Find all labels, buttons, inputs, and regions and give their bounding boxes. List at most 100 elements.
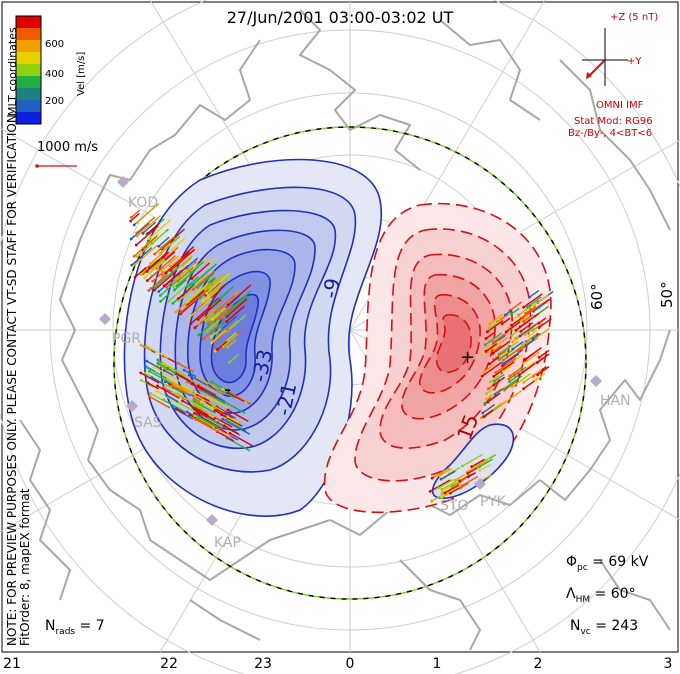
velocity-vector-origin	[221, 387, 225, 391]
velocity-vector-origin	[130, 215, 133, 219]
velocity-vector-origin	[483, 401, 487, 405]
velocity-vector	[172, 392, 182, 399]
velocity-vector-origin	[132, 223, 136, 227]
velocity-vector	[136, 215, 162, 237]
velocity-vector-origin	[176, 392, 179, 396]
velocity-vector	[193, 400, 216, 414]
velocity-vector	[217, 409, 234, 419]
velocity-vector	[163, 399, 186, 413]
velocity-vector	[140, 344, 152, 352]
velocity-vector-origin	[159, 299, 162, 303]
velocity-vector-origin	[521, 343, 524, 347]
velocity-vector	[157, 362, 177, 375]
velocity-vector-origin	[486, 400, 490, 404]
velocity-vector	[147, 367, 167, 379]
velocity-vector	[177, 263, 195, 280]
velocity-vector-origin	[196, 384, 200, 388]
velocity-vector	[483, 364, 495, 373]
velocity-vector	[187, 290, 205, 306]
velocity-vector-origin	[486, 387, 490, 391]
velocity-vector	[523, 347, 542, 361]
velocity-vector	[130, 222, 150, 240]
velocity-vector	[206, 272, 231, 294]
velocity-vector-origin	[213, 409, 217, 412]
velocity-vector-origin	[508, 374, 512, 378]
velocity-vector	[488, 319, 502, 329]
velocity-vector	[136, 202, 160, 224]
velocity-vector	[147, 222, 161, 235]
velocity-vector-origin	[228, 360, 231, 364]
velocity-vector-origin	[518, 334, 522, 338]
velocity-vector-origin	[501, 358, 505, 362]
velocity-vector-origin	[491, 352, 495, 355]
mlt-label-21: 21	[3, 656, 21, 672]
velocity-vector-origin	[165, 394, 169, 397]
velocity-vector	[190, 261, 204, 274]
velocity-vector	[150, 392, 167, 403]
velocity-vector-origin	[156, 358, 160, 362]
velocity-vector-origin	[434, 474, 437, 478]
colorbar-tick-200: 200	[45, 96, 64, 107]
velocity-vector	[531, 327, 550, 342]
velocity-vector-origin	[160, 275, 164, 279]
velocity-vector	[524, 327, 535, 336]
velocity-vector-origin	[176, 277, 179, 280]
velocity-vector	[494, 373, 505, 382]
velocity-vector-origin	[175, 284, 179, 288]
velocity-vector-origin	[196, 322, 200, 326]
velocity-vector	[493, 331, 509, 343]
velocity-vector-origin	[145, 270, 149, 273]
velocity-vector	[165, 251, 190, 274]
velocity-vector	[537, 366, 550, 376]
velocity-vector	[173, 384, 192, 396]
velocity-vector	[147, 382, 159, 390]
velocity-vector	[191, 262, 210, 280]
velocity-vector	[198, 319, 217, 336]
velocity-vector-origin	[132, 254, 136, 258]
velocity-vector-origin	[181, 399, 184, 403]
velocity-vector-origin	[199, 400, 203, 404]
velocity-vector-origin	[139, 378, 143, 382]
velocity-vector	[153, 270, 178, 291]
velocity-vector	[438, 479, 454, 489]
velocity-vector-origin	[510, 334, 514, 337]
velocity-vector-origin	[149, 391, 152, 395]
velocity-vector	[197, 298, 222, 321]
velocity-vector	[503, 349, 524, 365]
velocity-vector-origin	[187, 373, 191, 377]
velocity-vector	[146, 360, 161, 370]
velocity-vector	[154, 235, 176, 255]
velocity-vector-origin	[522, 305, 526, 309]
velocity-vector	[142, 221, 157, 234]
velocity-vector-origin	[488, 322, 491, 326]
stat-lambda-hm: ΛHM = 60°	[566, 586, 636, 605]
velocity-vector	[204, 311, 216, 322]
velocity-vector-origin	[509, 312, 513, 316]
velocity-vector-origin	[139, 371, 143, 375]
velocity-vector-origin	[439, 477, 443, 481]
velocity-vector-origin	[171, 406, 175, 410]
velocity-vector-origin	[226, 345, 229, 349]
velocity-vector-origin	[192, 403, 196, 407]
velocity-vector-origin	[135, 234, 139, 238]
velocity-vector-origin	[207, 416, 211, 420]
velocity-vector	[526, 296, 542, 308]
velocity-scale-dot	[35, 164, 39, 168]
velocity-vector	[223, 425, 239, 435]
velocity-vector	[211, 274, 233, 293]
velocity-vector-origin	[165, 285, 169, 289]
velocity-vector	[444, 484, 460, 494]
velocity-vector-origin	[148, 369, 151, 373]
velocity-vector	[197, 272, 215, 289]
velocity-vector-origin	[192, 392, 196, 396]
velocity-vector-origin	[521, 316, 524, 320]
velocity-vector	[148, 219, 172, 240]
velocity-vector-origin	[226, 391, 230, 394]
velocity-vector-origin	[135, 255, 139, 258]
velocity-vector	[439, 468, 453, 477]
velocity-vector-origin	[517, 373, 521, 377]
velocity-vector-origin	[522, 358, 526, 362]
velocity-vector-origin	[150, 274, 154, 278]
velocity-vector	[429, 479, 451, 492]
velocity-vector-origin	[210, 380, 214, 384]
